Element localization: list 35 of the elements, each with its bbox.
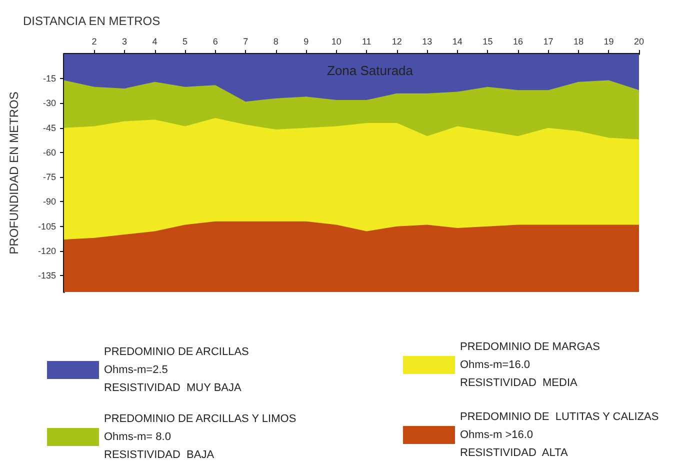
- x-tick-label: 14: [452, 36, 462, 46]
- legend-label: PREDOMINIO DE ARCILLAS Y LIMOS Ohms-m= 8.0 RESISTIVIDAD BAJA: [104, 413, 296, 461]
- x-tick-label: 10: [331, 36, 342, 46]
- legend-label: PREDOMINIO DE LUTITAS Y CALIZAS Ohms-m >16.0 RESISTIVIDAD ALTA: [460, 411, 659, 459]
- x-tick-label: 18: [573, 36, 584, 46]
- x-tick-label: 8: [273, 36, 278, 46]
- y-tick-label: -45: [42, 122, 56, 133]
- y-tick-label: -15: [42, 74, 56, 84]
- y-tick-label: -90: [42, 196, 56, 207]
- x-tick-label: 4: [152, 36, 158, 46]
- x-tick-label: 2: [92, 36, 97, 46]
- y-tick-label: -75: [42, 172, 56, 182]
- x-tick-label: 16: [512, 36, 523, 46]
- y-tick-label: -30: [42, 98, 56, 108]
- x-tick-label: 19: [604, 36, 614, 46]
- y-tick-label: -105: [38, 221, 56, 232]
- x-tick-label: 3: [122, 36, 128, 46]
- x-tick-label: 20: [634, 36, 644, 46]
- legend-label: PREDOMINIO DE MARGAS Ohms-m=16.0 RESISTIVIDAD MEDIA: [460, 341, 600, 389]
- x-tick-label: 7: [243, 36, 248, 46]
- x-tick-label: 12: [392, 36, 402, 46]
- x-tick-label: 6: [212, 36, 218, 46]
- x-tick-label: 9: [304, 36, 309, 46]
- x-tick-label: 5: [182, 36, 188, 46]
- x-tick-label: 11: [362, 36, 372, 46]
- y-tick-label: -120: [38, 246, 56, 256]
- y-axis-title: PROFUNDIDAD EN METROS: [7, 92, 21, 254]
- x-tick-label: 15: [482, 36, 493, 46]
- y-tick-label: -60: [42, 147, 56, 158]
- legend-label: PREDOMINIO DE ARCILLAS Ohms-m=2.5 RESISTIVIDAD MUY BAJA: [104, 346, 249, 394]
- x-tick-label: 17: [543, 36, 554, 46]
- annotation: Zona Saturada: [327, 63, 414, 78]
- y-tick-label: -135: [38, 270, 56, 281]
- chart-title: DISTANCIA EN METROS: [23, 14, 160, 28]
- x-tick-label: 13: [422, 36, 432, 46]
